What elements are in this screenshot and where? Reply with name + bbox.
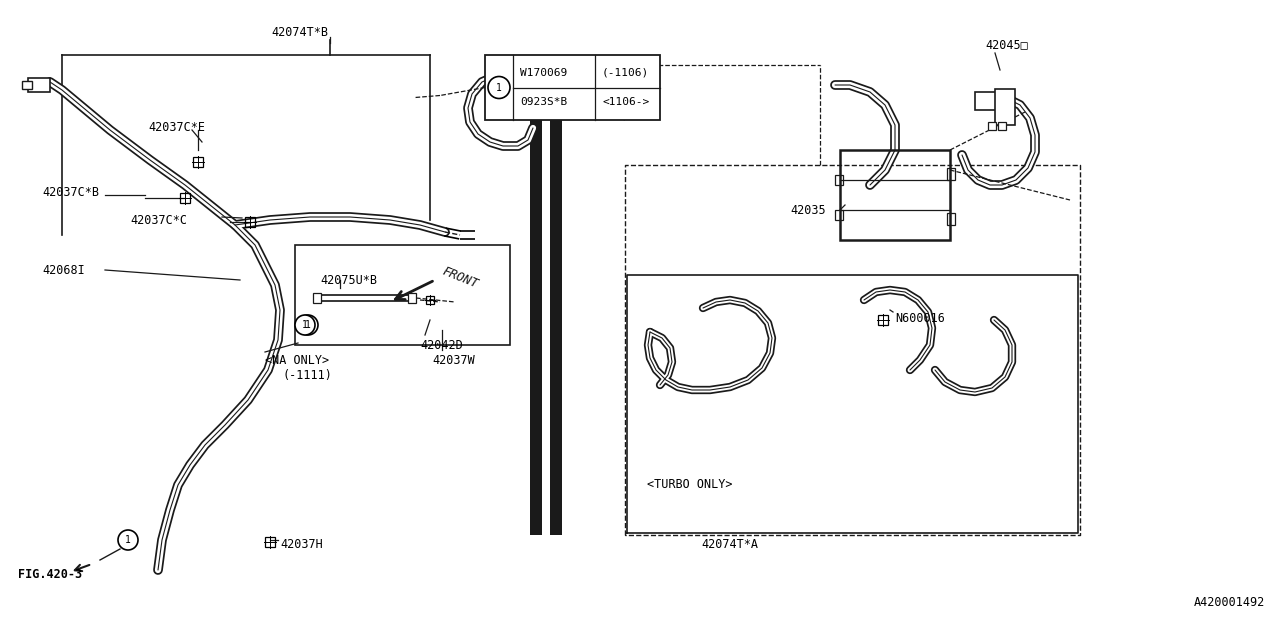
Text: W170069: W170069 bbox=[520, 68, 567, 77]
Circle shape bbox=[488, 77, 509, 99]
Text: 1: 1 bbox=[125, 535, 131, 545]
Circle shape bbox=[298, 315, 317, 335]
Text: 42042D: 42042D bbox=[420, 339, 463, 351]
Bar bbox=[840, 150, 950, 240]
Text: <TURBO ONLY>: <TURBO ONLY> bbox=[648, 479, 732, 492]
Bar bbox=[878, 316, 888, 325]
Circle shape bbox=[118, 530, 138, 550]
Bar bbox=[550, 85, 562, 535]
Text: <1106->: <1106-> bbox=[602, 97, 649, 108]
Text: 42037C*E: 42037C*E bbox=[148, 120, 205, 134]
Text: A420001492: A420001492 bbox=[1194, 595, 1265, 609]
Bar bbox=[975, 92, 1000, 110]
Text: 42037C*C: 42037C*C bbox=[131, 214, 187, 227]
Text: 1: 1 bbox=[302, 320, 308, 330]
Text: 42037H: 42037H bbox=[280, 538, 323, 552]
Bar bbox=[22, 81, 32, 89]
Bar bbox=[180, 193, 189, 203]
Text: 42068I: 42068I bbox=[42, 264, 84, 276]
Bar bbox=[485, 55, 660, 120]
Text: 1: 1 bbox=[305, 320, 311, 330]
Bar bbox=[995, 89, 1015, 125]
Bar bbox=[835, 210, 844, 220]
Bar bbox=[947, 213, 955, 225]
Text: 0923S*B: 0923S*B bbox=[520, 97, 567, 108]
Bar bbox=[530, 85, 541, 535]
Text: 42045□: 42045□ bbox=[986, 38, 1028, 51]
Bar bbox=[265, 537, 275, 547]
Text: 42037W: 42037W bbox=[433, 353, 475, 367]
Bar bbox=[294, 245, 509, 345]
Text: (-1111): (-1111) bbox=[282, 369, 332, 381]
Bar bbox=[835, 175, 844, 185]
Bar bbox=[947, 168, 955, 180]
Text: 42074T*A: 42074T*A bbox=[701, 538, 759, 552]
Text: FIG.420-3: FIG.420-3 bbox=[18, 568, 82, 582]
Text: 42035: 42035 bbox=[790, 204, 826, 216]
Bar bbox=[426, 296, 434, 304]
Text: 42075U*B: 42075U*B bbox=[320, 273, 378, 287]
Text: 42074T*B: 42074T*B bbox=[271, 26, 329, 38]
Text: 42037C*B: 42037C*B bbox=[42, 186, 99, 198]
Text: 1: 1 bbox=[497, 83, 502, 93]
Bar bbox=[314, 293, 321, 303]
Bar bbox=[246, 217, 255, 227]
Text: FRONT: FRONT bbox=[440, 265, 480, 291]
Text: <NA ONLY>: <NA ONLY> bbox=[265, 353, 329, 367]
Circle shape bbox=[294, 315, 315, 335]
Bar bbox=[998, 122, 1006, 130]
Text: N600016: N600016 bbox=[895, 312, 945, 324]
Bar bbox=[193, 157, 202, 167]
Bar bbox=[28, 78, 50, 92]
Text: (-1106): (-1106) bbox=[602, 68, 649, 77]
Bar bbox=[408, 293, 416, 303]
Bar bbox=[988, 122, 996, 130]
